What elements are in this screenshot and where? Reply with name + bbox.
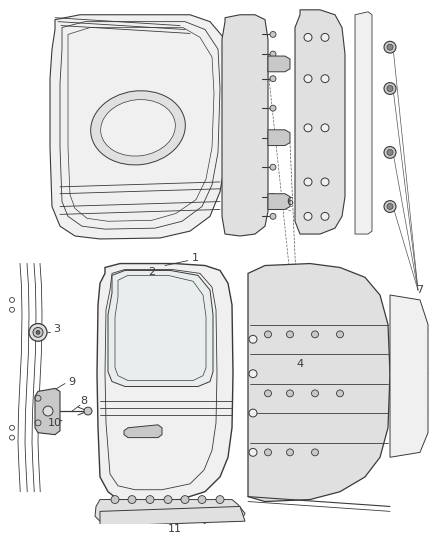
Polygon shape bbox=[108, 270, 213, 386]
Circle shape bbox=[181, 496, 189, 504]
Circle shape bbox=[321, 34, 329, 41]
Polygon shape bbox=[97, 263, 233, 502]
Text: 4: 4 bbox=[297, 359, 304, 369]
Circle shape bbox=[43, 406, 53, 416]
Circle shape bbox=[36, 330, 40, 334]
Circle shape bbox=[321, 124, 329, 132]
Text: 2: 2 bbox=[148, 268, 155, 277]
Circle shape bbox=[33, 327, 43, 337]
Circle shape bbox=[336, 331, 343, 338]
Circle shape bbox=[164, 496, 172, 504]
Circle shape bbox=[336, 390, 343, 397]
Ellipse shape bbox=[91, 91, 185, 165]
Text: 6: 6 bbox=[286, 197, 293, 207]
Circle shape bbox=[198, 496, 206, 504]
Circle shape bbox=[270, 105, 276, 111]
Circle shape bbox=[270, 31, 276, 37]
Polygon shape bbox=[268, 130, 290, 146]
Circle shape bbox=[321, 75, 329, 83]
Circle shape bbox=[304, 124, 312, 132]
Circle shape bbox=[384, 83, 396, 94]
Polygon shape bbox=[124, 425, 162, 438]
Circle shape bbox=[84, 407, 92, 415]
Circle shape bbox=[29, 324, 47, 341]
Circle shape bbox=[387, 149, 393, 156]
Circle shape bbox=[286, 449, 293, 456]
Circle shape bbox=[286, 331, 293, 338]
Circle shape bbox=[384, 147, 396, 158]
Circle shape bbox=[249, 335, 257, 343]
Polygon shape bbox=[95, 499, 245, 521]
Polygon shape bbox=[222, 15, 268, 236]
Circle shape bbox=[387, 86, 393, 92]
Circle shape bbox=[387, 204, 393, 209]
Polygon shape bbox=[248, 263, 390, 502]
Circle shape bbox=[286, 390, 293, 397]
Circle shape bbox=[311, 449, 318, 456]
Circle shape bbox=[311, 331, 318, 338]
Polygon shape bbox=[295, 10, 345, 234]
Circle shape bbox=[265, 390, 272, 397]
Polygon shape bbox=[35, 389, 60, 434]
Circle shape bbox=[304, 178, 312, 186]
Polygon shape bbox=[390, 295, 428, 457]
Circle shape bbox=[111, 496, 119, 504]
Polygon shape bbox=[355, 12, 372, 234]
Circle shape bbox=[216, 496, 224, 504]
Circle shape bbox=[270, 164, 276, 170]
Circle shape bbox=[311, 390, 318, 397]
Circle shape bbox=[270, 76, 276, 82]
Circle shape bbox=[304, 34, 312, 41]
Polygon shape bbox=[100, 506, 245, 526]
Circle shape bbox=[270, 213, 276, 219]
Circle shape bbox=[304, 75, 312, 83]
Polygon shape bbox=[268, 56, 290, 72]
Circle shape bbox=[265, 449, 272, 456]
Circle shape bbox=[270, 193, 276, 200]
Circle shape bbox=[304, 213, 312, 220]
Text: 7: 7 bbox=[417, 285, 424, 295]
Circle shape bbox=[321, 178, 329, 186]
Text: 3: 3 bbox=[53, 325, 60, 334]
Circle shape bbox=[265, 331, 272, 338]
Text: 8: 8 bbox=[81, 396, 88, 406]
Circle shape bbox=[249, 409, 257, 417]
Ellipse shape bbox=[101, 100, 175, 156]
Text: 9: 9 bbox=[68, 376, 76, 386]
Circle shape bbox=[249, 370, 257, 377]
Text: 10: 10 bbox=[48, 418, 62, 428]
Circle shape bbox=[249, 448, 257, 456]
Circle shape bbox=[387, 44, 393, 50]
Polygon shape bbox=[268, 193, 290, 209]
Circle shape bbox=[270, 51, 276, 57]
Circle shape bbox=[146, 496, 154, 504]
Polygon shape bbox=[50, 15, 228, 239]
Circle shape bbox=[270, 135, 276, 141]
Text: 11: 11 bbox=[168, 524, 182, 533]
Text: 1: 1 bbox=[191, 253, 198, 263]
Circle shape bbox=[384, 41, 396, 53]
Circle shape bbox=[321, 213, 329, 220]
Circle shape bbox=[384, 200, 396, 213]
Circle shape bbox=[128, 496, 136, 504]
